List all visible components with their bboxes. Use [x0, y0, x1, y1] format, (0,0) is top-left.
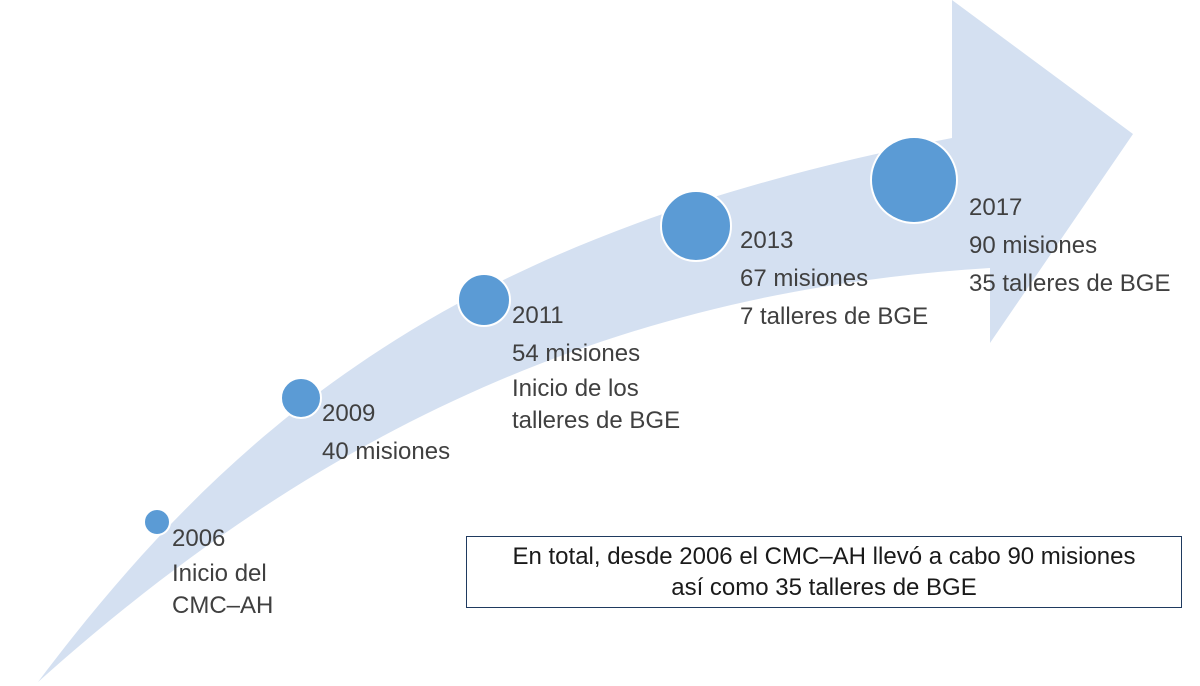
milestone-year: 2009 — [322, 400, 376, 427]
milestone-2011-dot — [457, 273, 511, 327]
milestone-line: 35 talleres de BGE — [969, 270, 1171, 297]
milestone-line: Inicio del — [172, 560, 267, 587]
milestone-line: 40 misiones — [322, 438, 451, 465]
milestone-2006-dot — [143, 508, 171, 536]
milestone-2017-dot — [870, 136, 958, 224]
milestone-line: 67 misiones — [740, 265, 869, 292]
curved-arrow-shape — [38, 0, 1133, 682]
milestone-2011: 2011 54 misiones Inicio de los talleres … — [512, 297, 680, 437]
milestone-2006: 2006 Inicio del CMC–AH — [172, 520, 273, 622]
milestone-line: CMC–AH — [172, 592, 274, 619]
milestone-year: 2017 — [969, 194, 1023, 221]
milestone-year: 2011 — [512, 302, 564, 329]
milestone-2009: 2009 40 misiones — [322, 395, 450, 471]
milestone-2013: 2013 67 misiones 7 talleres de BGE — [740, 222, 928, 336]
summary-line-1: En total, desde 2006 el CMC–AH llevó a c… — [512, 543, 1136, 570]
milestone-line: 54 misiones — [512, 340, 641, 367]
milestone-year: 2013 — [740, 227, 794, 254]
milestone-line: 7 talleres de BGE — [740, 303, 929, 330]
summary-box: En total, desde 2006 el CMC–AH llevó a c… — [466, 536, 1182, 608]
milestone-2017: 2017 90 misiones 35 talleres de BGE — [969, 189, 1170, 303]
milestone-2013-dot — [660, 190, 732, 262]
milestone-2009-dot — [280, 377, 322, 419]
milestone-line: 90 misiones — [969, 232, 1098, 259]
summary-line-2: así como 35 talleres de BGE — [671, 574, 977, 601]
milestone-line: talleres de BGE — [512, 407, 681, 434]
milestone-line: Inicio de los — [512, 375, 639, 402]
milestone-year: 2006 — [172, 525, 226, 552]
